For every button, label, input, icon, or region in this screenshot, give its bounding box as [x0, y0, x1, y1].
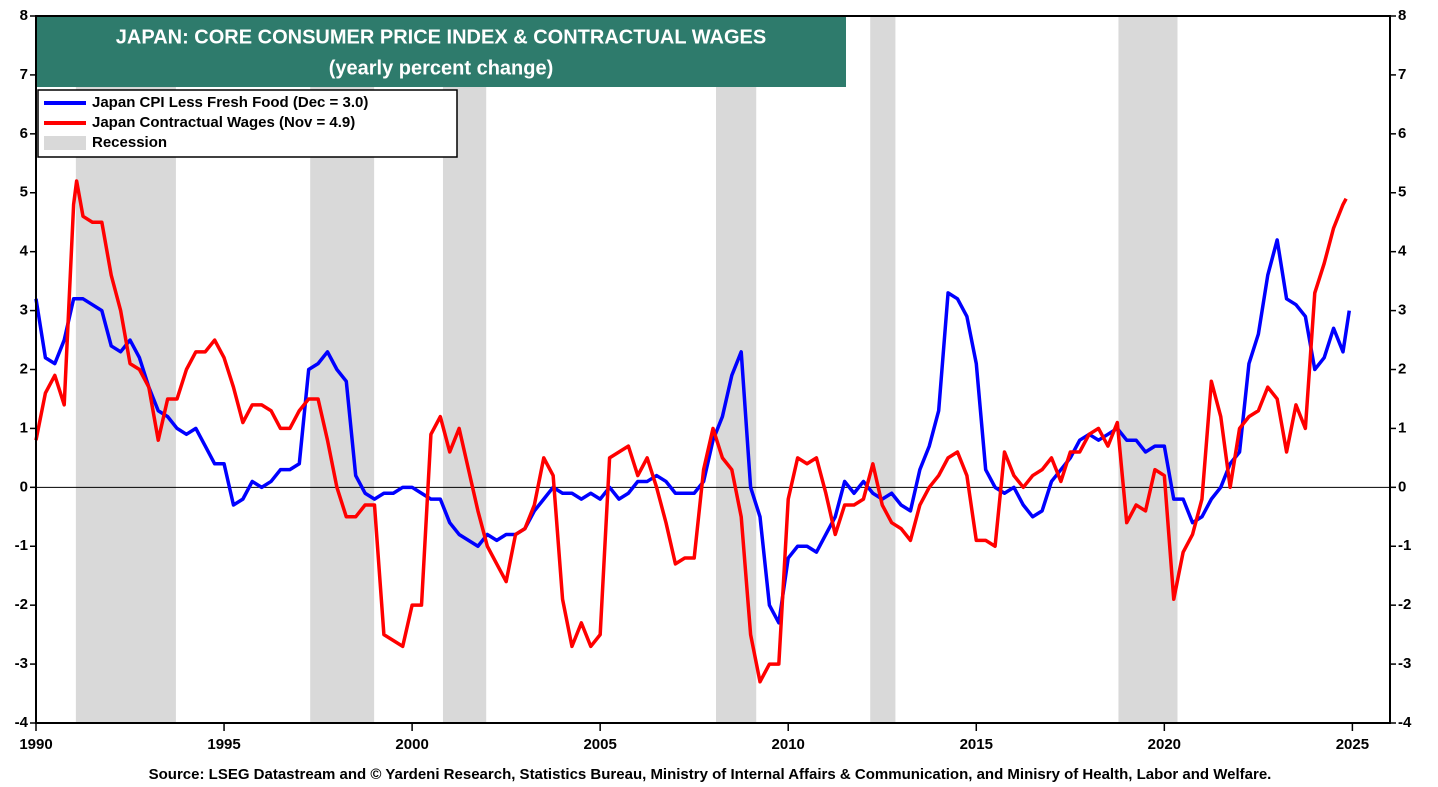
y-tick-label: -4 [15, 714, 29, 731]
y2-tick-label: 1 [1398, 419, 1406, 436]
y-tick-label: 5 [20, 184, 28, 201]
x-tick-label: 1990 [19, 736, 52, 753]
x-tick-label: 2010 [772, 736, 805, 753]
legend-label: Japan Contractual Wages (Nov = 4.9) [92, 114, 355, 131]
y-tick-label: 1 [20, 419, 28, 436]
series-line [34, 179, 1348, 684]
series-line [34, 238, 1352, 625]
y-tick-label: -1 [15, 537, 28, 554]
y-tick-label: -3 [15, 655, 28, 672]
y-tick-label: 0 [20, 478, 28, 495]
y2-tick-label: 5 [1398, 184, 1406, 201]
y2-tick-label: -4 [1398, 714, 1412, 731]
title-box [37, 17, 846, 87]
source-note: Source: LSEG Datastream and © Yardeni Re… [149, 766, 1272, 783]
y2-tick-label: 3 [1398, 302, 1406, 319]
y2-tick-label: 4 [1398, 243, 1407, 260]
x-tick-label: 2025 [1336, 736, 1369, 753]
plot-frame [35, 15, 1391, 724]
y-tick-label: 7 [20, 66, 28, 83]
y2-tick-label: 6 [1398, 125, 1406, 142]
y2-tick-label: 0 [1398, 478, 1406, 495]
x-tick-label: 2020 [1148, 736, 1181, 753]
y2-tick-label: -1 [1398, 537, 1411, 554]
y-tick-label: 2 [20, 360, 28, 377]
axis-layer: -4 -3 -2 -1 0 1 2 3 4 5 6 7 8 -4 -3 -2 -1 0 1 2 3 4 5 6 7 8 1990 19… [15, 7, 1412, 753]
chart-subtitle: (yearly percent change) [329, 57, 554, 79]
y-tick-label: 8 [20, 7, 28, 24]
y2-tick-label: -2 [1398, 596, 1411, 613]
recession-band [1118, 16, 1178, 723]
x-tick-label: 1995 [207, 736, 240, 753]
line-layer [34, 179, 1352, 684]
chart-title: JAPAN: CORE CONSUMER PRICE INDEX & CONTR… [116, 26, 766, 48]
y-tick-label: 6 [20, 125, 28, 142]
legend-swatch [44, 136, 86, 150]
y2-tick-label: 2 [1398, 360, 1406, 377]
x-tick-label: 2005 [583, 736, 616, 753]
y2-tick-label: 8 [1398, 7, 1406, 24]
legend: Japan CPI Less Fresh Food (Dec = 3.0) Jap… [37, 89, 458, 158]
x-tick-label: 2000 [395, 736, 428, 753]
x-tick-label: 2015 [960, 736, 993, 753]
legend-label: Recession [92, 134, 167, 151]
y-tick-label: -2 [15, 596, 28, 613]
y2-tick-label: 7 [1398, 66, 1406, 83]
y-tick-label: 3 [20, 302, 28, 319]
y2-tick-label: -3 [1398, 655, 1411, 672]
legend-label: Japan CPI Less Fresh Food (Dec = 3.0) [92, 94, 368, 111]
recession-band [870, 16, 896, 723]
y-tick-label: 4 [20, 243, 29, 260]
legend-box [37, 89, 458, 158]
